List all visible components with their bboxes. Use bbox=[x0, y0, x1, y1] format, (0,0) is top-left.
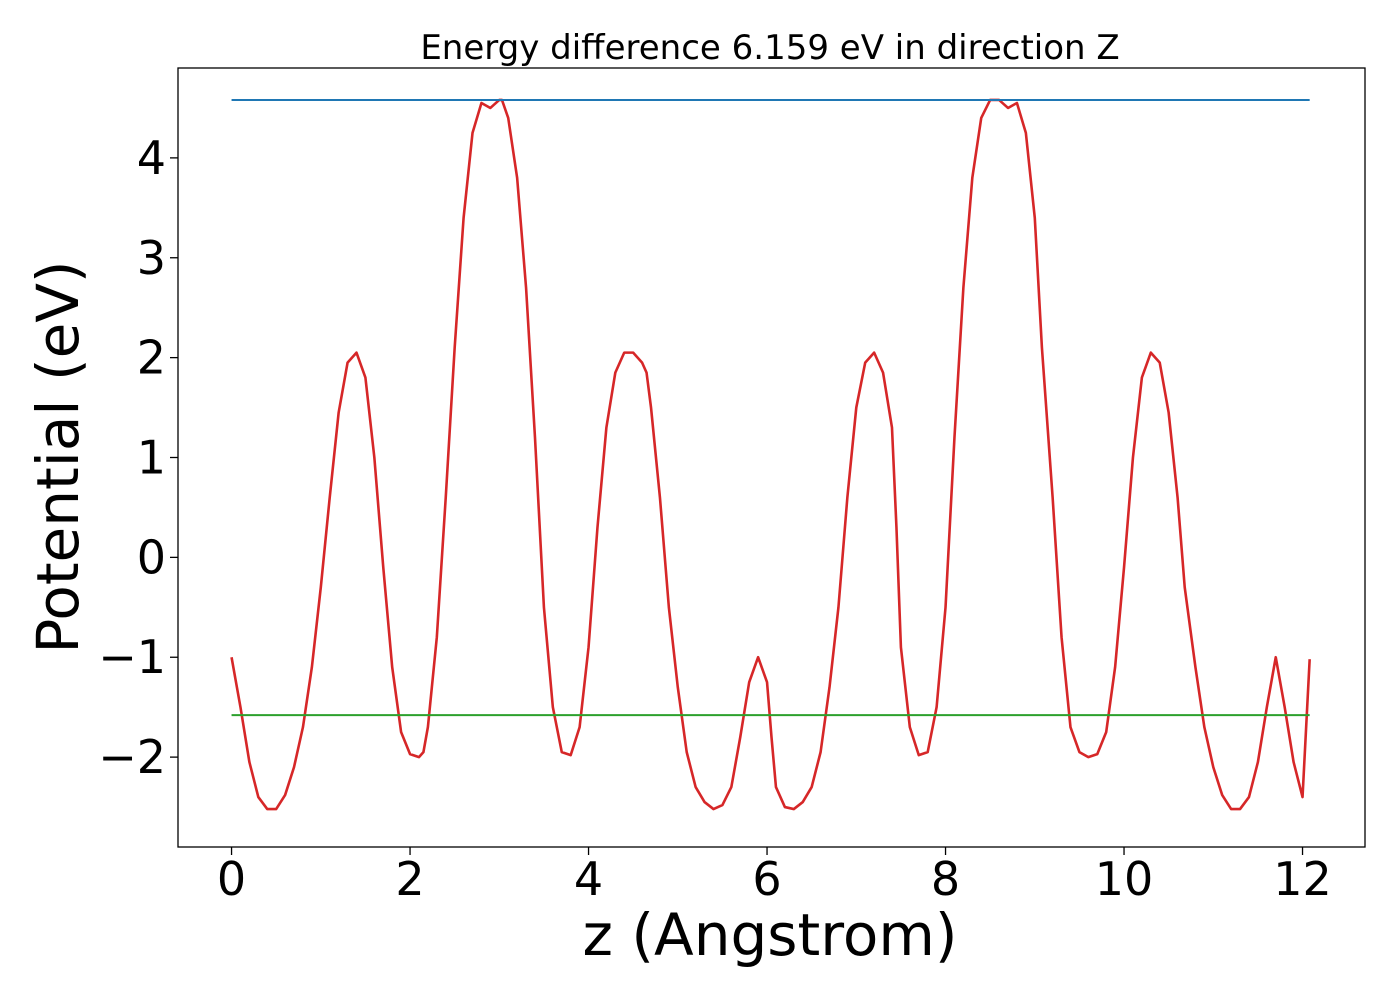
plot-area bbox=[230, 98, 1311, 811]
series-layer bbox=[230, 98, 1311, 811]
x-tick-label: 10 bbox=[1095, 852, 1154, 906]
x-tick-label: 8 bbox=[931, 852, 960, 906]
y-tick-label: −1 bbox=[98, 630, 166, 684]
x-tick-label: 2 bbox=[395, 852, 424, 906]
x-tick-label: 4 bbox=[574, 852, 603, 906]
y-tick-label: 3 bbox=[137, 231, 166, 285]
x-tick-label: 0 bbox=[217, 852, 246, 906]
x-tick-label: 6 bbox=[752, 852, 781, 906]
series-line-0 bbox=[230, 98, 1311, 811]
y-tick-label: 2 bbox=[137, 331, 166, 385]
y-tick-label: −2 bbox=[98, 730, 166, 784]
y-axis-label: Potential (eV) bbox=[24, 260, 92, 653]
y-tick-label: 0 bbox=[137, 530, 166, 584]
y-tick-label: 4 bbox=[137, 131, 166, 185]
x-tick-label: 12 bbox=[1273, 852, 1332, 906]
x-axis-ticks: 0 2 4 6 8 10 12 bbox=[217, 847, 1332, 906]
y-axis-ticks: −2 −1 0 1 2 3 4 bbox=[98, 131, 178, 784]
x-axis-label: z (Angstrom) bbox=[583, 901, 958, 969]
chart-title: Energy difference 6.159 eV in direction … bbox=[420, 28, 1119, 68]
y-tick-label: 1 bbox=[137, 431, 166, 485]
